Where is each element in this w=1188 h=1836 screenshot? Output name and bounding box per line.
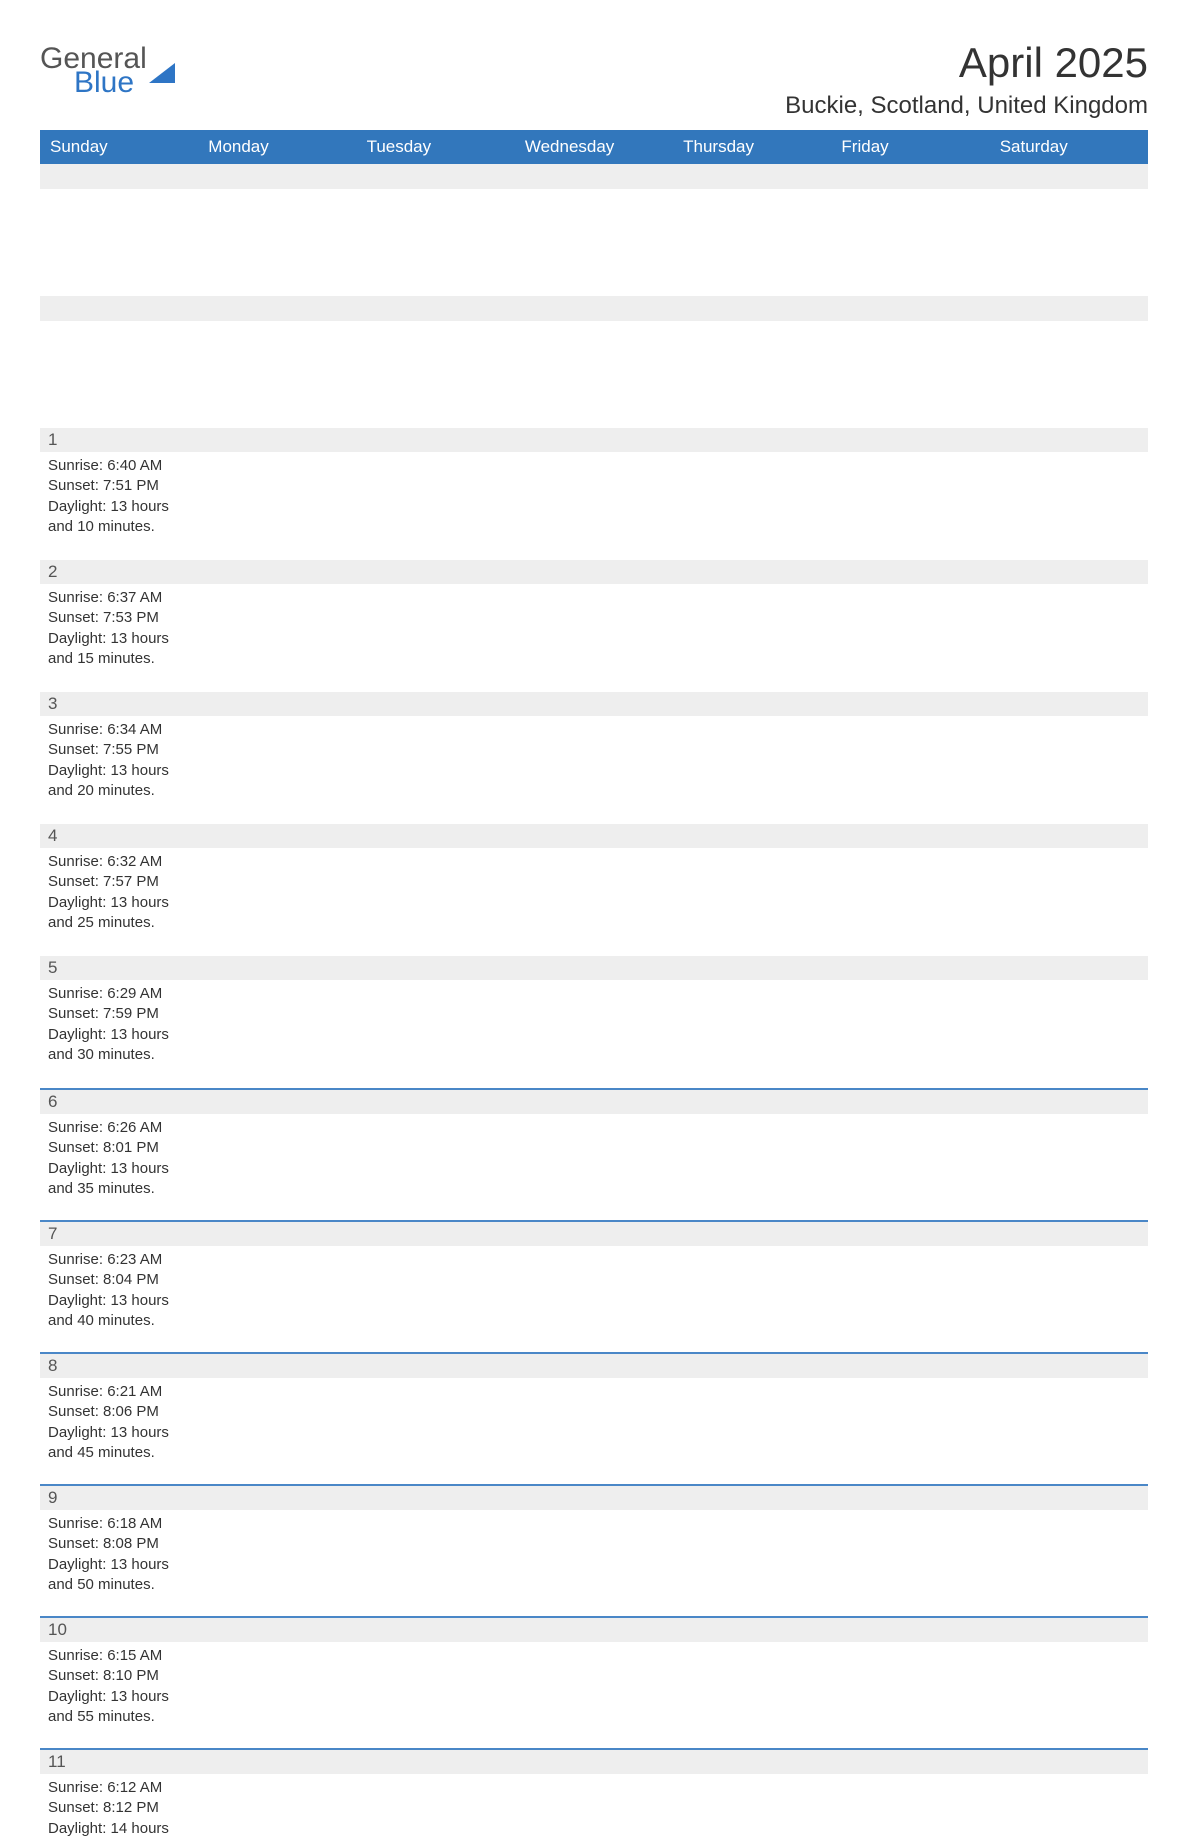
day-number: 6	[40, 1090, 1148, 1114]
sunset-line: Sunset: 8:01 PM	[48, 1138, 1140, 1158]
day-number: 1	[40, 428, 1148, 452]
day-number: 2	[40, 560, 1148, 584]
sunset-line: Sunset: 8:04 PM	[48, 1270, 1140, 1290]
calendar-day: 8 Sunrise: 6:21 AMSunset: 8:06 PMDaylight…	[40, 1352, 1148, 1484]
day-details: Sunrise: 6:29 AMSunset: 7:59 PMDaylight:…	[40, 984, 1148, 1065]
daylight-line-2: and 20 minutes.	[48, 781, 1140, 801]
sunrise-line: Sunrise: 6:37 AM	[48, 588, 1140, 608]
daylight-line-1: Daylight: 14 hours	[48, 1819, 1140, 1836]
logo-text-block: General Blue	[40, 44, 147, 98]
sunrise-line: Sunrise: 6:34 AM	[48, 720, 1140, 740]
daylight-line-2: and 10 minutes.	[48, 517, 1140, 537]
day-details: Sunrise: 6:40 AMSunset: 7:51 PMDaylight:…	[40, 456, 1148, 537]
day-details: Sunrise: 6:26 AMSunset: 8:01 PMDaylight:…	[40, 1118, 1148, 1199]
sunset-line: Sunset: 7:51 PM	[48, 476, 1140, 496]
calendar-day: 7 Sunrise: 6:23 AMSunset: 8:04 PMDaylight…	[40, 1220, 1148, 1352]
day-number: 5	[40, 956, 1148, 980]
day-number	[40, 164, 1148, 189]
daylight-line-1: Daylight: 13 hours	[48, 1687, 1140, 1707]
calendar-day: 9 Sunrise: 6:18 AMSunset: 8:08 PMDaylight…	[40, 1484, 1148, 1616]
calendar-day-empty	[40, 296, 1148, 428]
daylight-line-1: Daylight: 13 hours	[48, 761, 1140, 781]
sunset-line: Sunset: 8:08 PM	[48, 1534, 1140, 1554]
weekday-label: Wednesday	[515, 130, 673, 164]
sunrise-line: Sunrise: 6:29 AM	[48, 984, 1140, 1004]
day-details: Sunrise: 6:34 AMSunset: 7:55 PMDaylight:…	[40, 720, 1148, 801]
day-number: 3	[40, 692, 1148, 716]
daylight-line-1: Daylight: 13 hours	[48, 1291, 1140, 1311]
daylight-line-2: and 25 minutes.	[48, 913, 1140, 933]
sunset-line: Sunset: 7:53 PM	[48, 608, 1140, 628]
daylight-line-2: and 30 minutes.	[48, 1045, 1140, 1065]
sunset-line: Sunset: 8:06 PM	[48, 1402, 1140, 1422]
page-title: April 2025	[785, 40, 1148, 86]
day-number: 7	[40, 1222, 1148, 1246]
sunrise-line: Sunrise: 6:32 AM	[48, 852, 1140, 872]
daylight-line-2: and 50 minutes.	[48, 1575, 1140, 1595]
sunrise-line: Sunrise: 6:12 AM	[48, 1778, 1140, 1798]
weekday-label: Saturday	[990, 130, 1148, 164]
weekday-label: Tuesday	[357, 130, 515, 164]
calendar-day: 1 Sunrise: 6:40 AMSunset: 7:51 PMDaylight…	[40, 428, 1148, 560]
day-number	[40, 296, 1148, 321]
day-number: 10	[40, 1618, 1148, 1642]
calendar-day: 6 Sunrise: 6:26 AMSunset: 8:01 PMDaylight…	[40, 1088, 1148, 1220]
page-header: General Blue April 2025 Buckie, Scotland…	[40, 40, 1148, 120]
day-number: 4	[40, 824, 1148, 848]
sunrise-line: Sunrise: 6:18 AM	[48, 1514, 1140, 1534]
weekday-label: Monday	[198, 130, 356, 164]
day-number: 9	[40, 1486, 1148, 1510]
calendar-day: 10 Sunrise: 6:15 AMSunset: 8:10 PMDayligh…	[40, 1616, 1148, 1748]
sunrise-line: Sunrise: 6:23 AM	[48, 1250, 1140, 1270]
sunset-line: Sunset: 8:12 PM	[48, 1798, 1140, 1818]
weekday-label: Thursday	[673, 130, 831, 164]
sunset-line: Sunset: 8:10 PM	[48, 1666, 1140, 1686]
daylight-line-1: Daylight: 13 hours	[48, 497, 1140, 517]
logo-flag-icon	[149, 63, 175, 83]
daylight-line-2: and 15 minutes.	[48, 649, 1140, 669]
calendar-day: 3 Sunrise: 6:34 AMSunset: 7:55 PMDaylight…	[40, 692, 1148, 824]
calendar-day-empty	[40, 164, 1148, 296]
day-details: Sunrise: 6:37 AMSunset: 7:53 PMDaylight:…	[40, 588, 1148, 669]
daylight-line-2: and 40 minutes.	[48, 1311, 1140, 1331]
day-details: Sunrise: 6:15 AMSunset: 8:10 PMDaylight:…	[40, 1646, 1148, 1727]
day-number: 11	[40, 1750, 1148, 1774]
sunrise-line: Sunrise: 6:26 AM	[48, 1118, 1140, 1138]
calendar-weekday-header: SundayMondayTuesdayWednesdayThursdayFrid…	[40, 130, 1148, 164]
calendar-day: 11 Sunrise: 6:12 AMSunset: 8:12 PMDayligh…	[40, 1748, 1148, 1836]
sunset-line: Sunset: 7:55 PM	[48, 740, 1140, 760]
calendar-body: 1Sunrise: 6:40 AMSunset: 7:51 PMDaylight…	[40, 164, 1148, 1836]
day-details: Sunrise: 6:32 AMSunset: 7:57 PMDaylight:…	[40, 852, 1148, 933]
day-details: Sunrise: 6:21 AMSunset: 8:06 PMDaylight:…	[40, 1382, 1148, 1463]
page-subtitle: Buckie, Scotland, United Kingdom	[785, 92, 1148, 120]
calendar-day: 2 Sunrise: 6:37 AMSunset: 7:53 PMDaylight…	[40, 560, 1148, 692]
day-details: Sunrise: 6:18 AMSunset: 8:08 PMDaylight:…	[40, 1514, 1148, 1595]
daylight-line-2: and 45 minutes.	[48, 1443, 1140, 1463]
daylight-line-1: Daylight: 13 hours	[48, 629, 1140, 649]
sunrise-line: Sunrise: 6:40 AM	[48, 456, 1140, 476]
daylight-line-1: Daylight: 13 hours	[48, 1423, 1140, 1443]
daylight-line-2: and 35 minutes.	[48, 1179, 1140, 1199]
sunrise-line: Sunrise: 6:21 AM	[48, 1382, 1140, 1402]
sunrise-line: Sunrise: 6:15 AM	[48, 1646, 1140, 1666]
weekday-label: Friday	[831, 130, 989, 164]
calendar-day: 4 Sunrise: 6:32 AMSunset: 7:57 PMDaylight…	[40, 824, 1148, 956]
daylight-line-2: and 55 minutes.	[48, 1707, 1140, 1727]
sunset-line: Sunset: 7:57 PM	[48, 872, 1140, 892]
sunset-line: Sunset: 7:59 PM	[48, 1004, 1140, 1024]
calendar-day: 5 Sunrise: 6:29 AMSunset: 7:59 PMDaylight…	[40, 956, 1148, 1088]
day-details: Sunrise: 6:23 AMSunset: 8:04 PMDaylight:…	[40, 1250, 1148, 1331]
weekday-label: Sunday	[40, 130, 198, 164]
title-block: April 2025 Buckie, Scotland, United King…	[785, 40, 1148, 120]
daylight-line-1: Daylight: 13 hours	[48, 893, 1140, 913]
day-number: 8	[40, 1354, 1148, 1378]
daylight-line-1: Daylight: 13 hours	[48, 1159, 1140, 1179]
daylight-line-1: Daylight: 13 hours	[48, 1555, 1140, 1575]
day-details: Sunrise: 6:12 AMSunset: 8:12 PMDaylight:…	[40, 1778, 1148, 1836]
calendar: SundayMondayTuesdayWednesdayThursdayFrid…	[40, 130, 1148, 1836]
brand-logo: General Blue	[40, 40, 175, 98]
daylight-line-1: Daylight: 13 hours	[48, 1025, 1140, 1045]
